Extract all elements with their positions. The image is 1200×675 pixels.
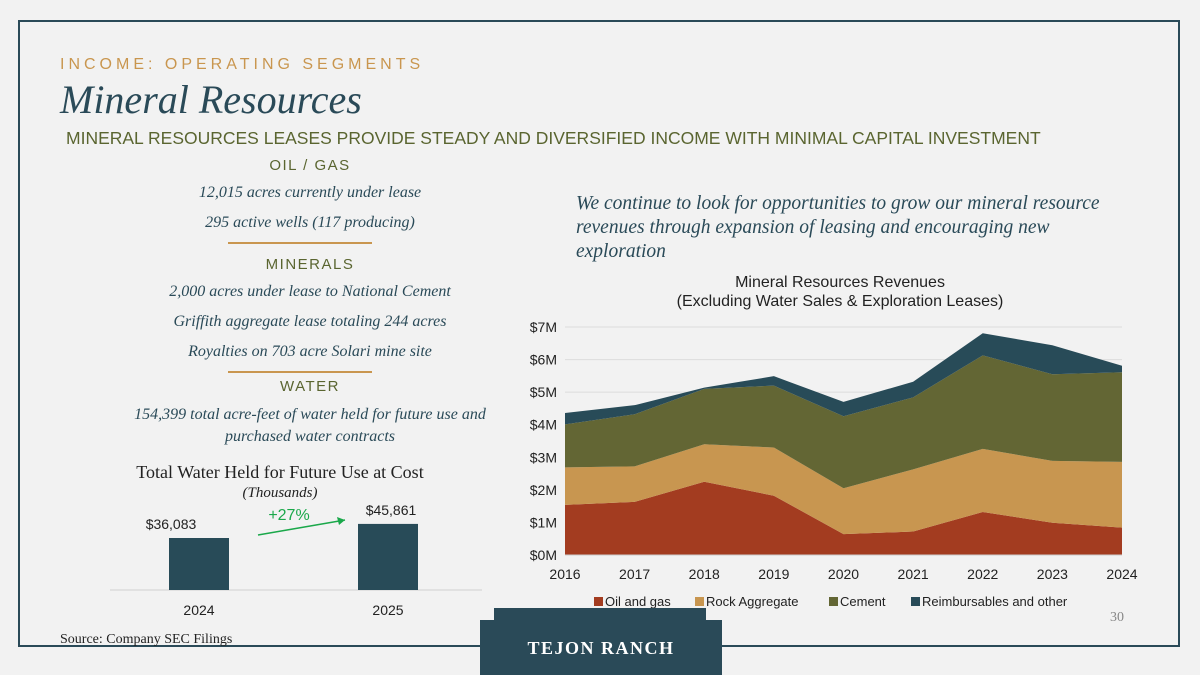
arrow-head-icon: [337, 517, 345, 525]
legend-label: Oil and gas: [605, 594, 671, 609]
minerals-line: 2,000 acres under lease to National Ceme…: [169, 283, 451, 300]
area-chart-subtitle: (Excluding Water Sales & Exploration Lea…: [676, 293, 1004, 310]
bar-chart-subtitle: (Thousands): [242, 485, 318, 501]
x-tick-label: 2024: [1106, 566, 1137, 582]
y-tick-label: $5M: [530, 384, 557, 400]
legend-label: Cement: [840, 594, 886, 609]
growth-arrow: [257, 519, 346, 536]
x-tick-label: 2017: [619, 566, 650, 582]
logo-text: TEJON RANCH: [527, 638, 675, 658]
divider: [18, 645, 480, 647]
y-tick-label: $2M: [530, 482, 557, 498]
legend-swatch: [911, 597, 920, 606]
eyebrow: INCOME: OPERATING SEGMENTS: [60, 56, 425, 73]
growth-label: +27%: [268, 507, 309, 524]
x-tick-label: 2025: [372, 602, 403, 618]
water-heading: WATER: [280, 378, 340, 395]
legend-label: Reimbursables and other: [922, 594, 1068, 609]
oil-gas-line: 12,015 acres currently under lease: [198, 184, 422, 201]
x-tick-label: 2016: [549, 566, 580, 582]
x-tick-label: 2019: [758, 566, 789, 582]
minerals-line: Royalties on 703 acre Solari mine site: [188, 343, 432, 360]
legend-label: Rock Aggregate: [706, 594, 799, 609]
y-tick-label: $3M: [530, 449, 557, 465]
page-number: 30: [1110, 610, 1124, 625]
slide-frame: [18, 20, 1180, 647]
subtitle: MINERAL RESOURCES LEASES PROVIDE STEADY …: [66, 128, 1041, 148]
source-note: Source: Company SEC Filings: [60, 632, 233, 647]
y-tick-label: $0M: [530, 547, 557, 563]
bar-chart-title: Total Water Held for Future Use at Cost: [136, 462, 424, 482]
bar-value-label: $36,083: [146, 516, 197, 532]
area-series-rock-aggregate: [565, 444, 1122, 535]
logo: TEJON RANCH: [480, 608, 722, 675]
minerals-line: Griffith aggregate lease totaling 244 ac…: [173, 313, 447, 330]
y-tick-label: $7M: [530, 319, 557, 335]
divider: [722, 645, 1180, 647]
area-chart-title: Mineral Resources Revenues: [735, 274, 945, 291]
oil-gas-heading: OIL / GAS: [269, 157, 351, 174]
area-series-oil-and-gas: [565, 481, 1122, 555]
x-tick-label: 2024: [183, 602, 214, 618]
minerals-heading: MINERALS: [265, 256, 355, 273]
x-tick-label: 2020: [828, 566, 859, 582]
legend-swatch: [695, 597, 704, 606]
legend-swatch: [829, 597, 838, 606]
legend-swatch: [594, 597, 603, 606]
area-series-cement: [565, 355, 1122, 489]
water-line: purchased water contracts: [224, 428, 396, 445]
page-title: Mineral Resources: [60, 77, 362, 122]
y-tick-label: $1M: [530, 514, 557, 530]
area-series-reimbursables-and-other: [565, 333, 1122, 425]
x-tick-label: 2023: [1037, 566, 1068, 582]
bar: [169, 538, 229, 590]
quote: We continue to look for opportunities to…: [576, 193, 1100, 262]
x-tick-label: 2022: [967, 566, 998, 582]
oil-gas-line: 295 active wells (117 producing): [205, 214, 415, 231]
y-tick-label: $6M: [530, 352, 557, 368]
bar-value-label: $45,861: [366, 502, 417, 518]
bar: [358, 523, 418, 590]
divider: [228, 242, 372, 244]
x-tick-label: 2021: [898, 566, 929, 582]
divider: [228, 371, 372, 373]
water-line: 154,399 total acre-feet of water held fo…: [134, 406, 486, 423]
y-tick-label: $4M: [530, 417, 557, 433]
x-tick-label: 2018: [689, 566, 720, 582]
